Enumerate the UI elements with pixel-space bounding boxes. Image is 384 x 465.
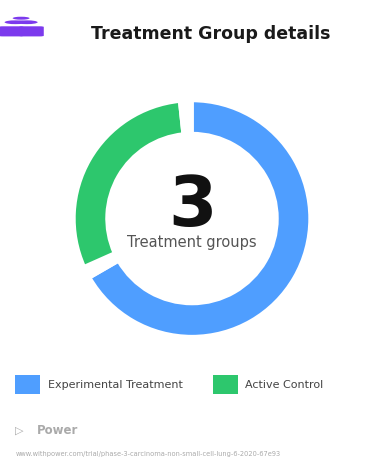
Circle shape [13,17,30,20]
Text: Power: Power [36,424,78,437]
Circle shape [16,20,38,24]
Text: ▷: ▷ [15,425,24,435]
Text: Treatment Group details: Treatment Group details [91,25,331,43]
FancyBboxPatch shape [19,27,44,36]
Text: 3: 3 [168,173,216,240]
FancyBboxPatch shape [0,27,23,36]
Text: www.withpower.com/trial/phase-3-carcinoma-non-small-cell-lung-6-2020-67e93: www.withpower.com/trial/phase-3-carcinom… [15,451,280,457]
Wedge shape [74,101,183,266]
Text: ●●: ●● [15,27,31,37]
Wedge shape [180,100,192,134]
Wedge shape [84,253,118,278]
FancyBboxPatch shape [15,375,40,394]
Text: Active Control: Active Control [245,379,323,390]
Circle shape [5,20,26,24]
Wedge shape [90,100,310,337]
FancyBboxPatch shape [213,375,238,394]
Text: Treatment groups: Treatment groups [127,235,257,250]
Text: Experimental Treatment: Experimental Treatment [48,379,183,390]
